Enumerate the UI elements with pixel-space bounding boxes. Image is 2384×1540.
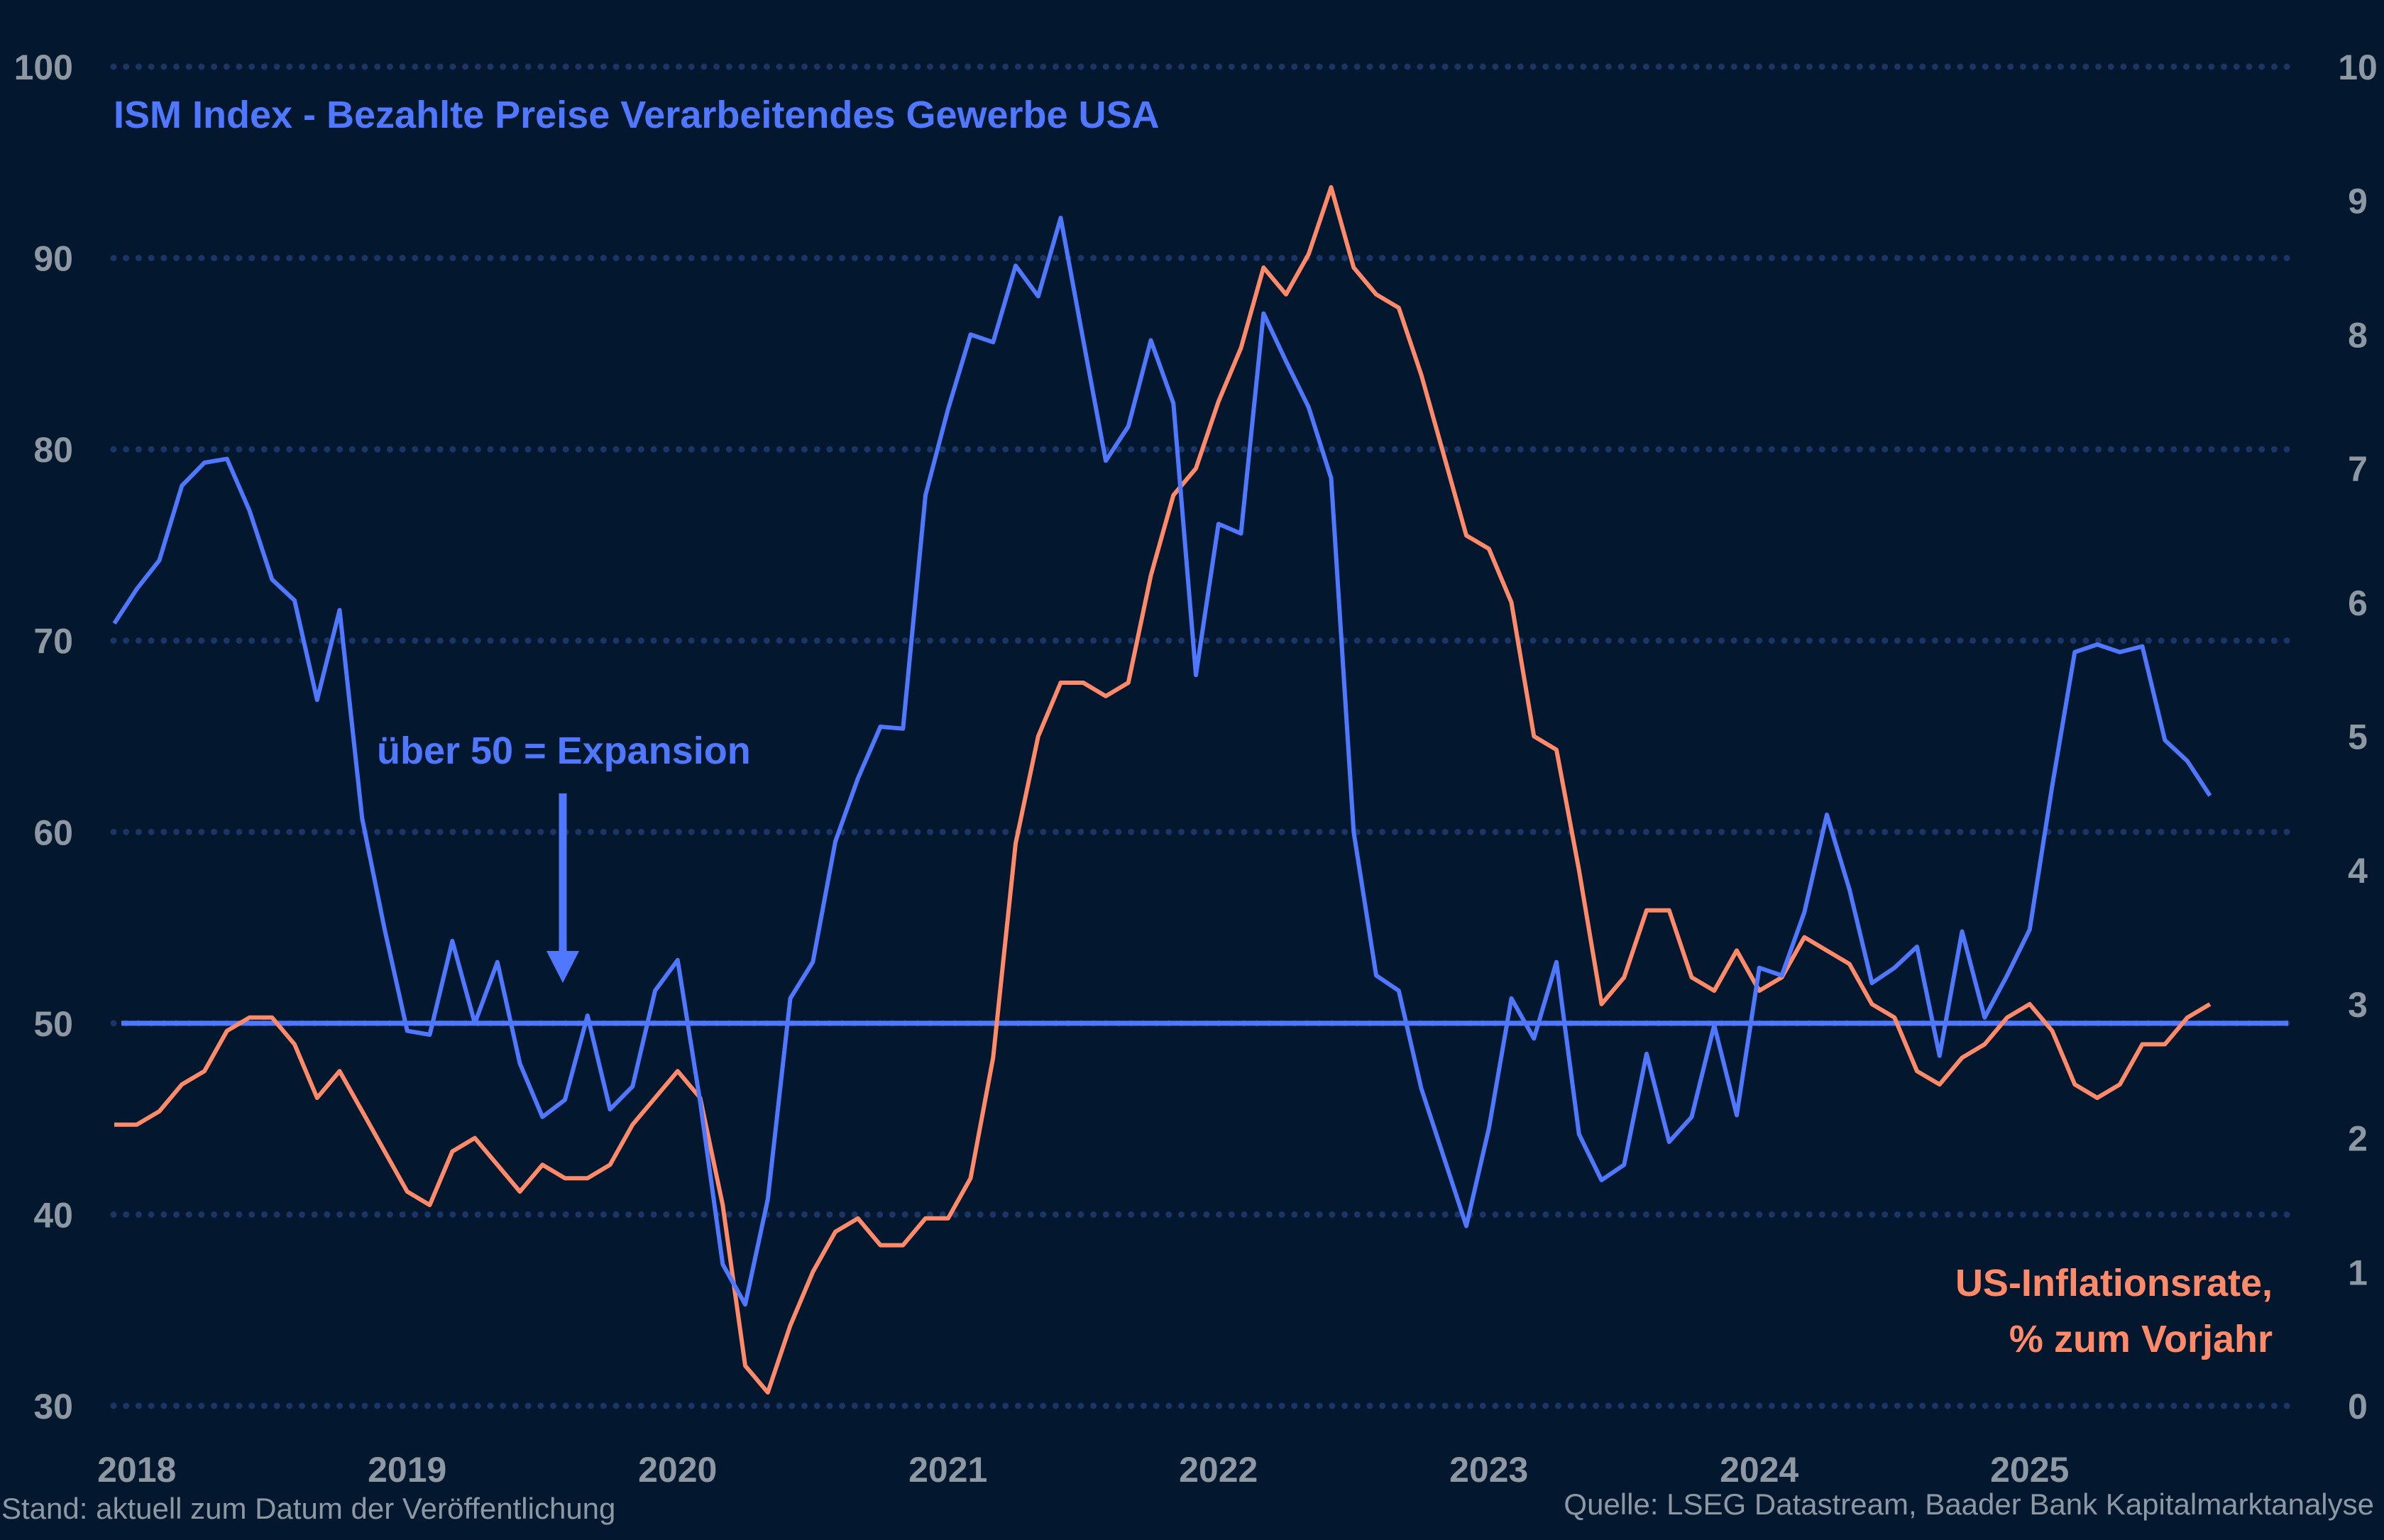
right-tick-label: 10 — [2338, 48, 2378, 87]
series-line-cpi — [114, 185, 2212, 1395]
left-tick-label: 70 — [33, 622, 73, 661]
right-tick-label: 2 — [2348, 1119, 2368, 1159]
right-tick-label: 1 — [2348, 1253, 2368, 1292]
x-tick-label: 2019 — [368, 1450, 446, 1490]
cpi-label-line2: % zum Vorjahr — [2009, 1318, 2273, 1360]
right-tick-label: 5 — [2348, 717, 2368, 757]
left-tick-label: 40 — [33, 1195, 73, 1235]
right-tick-label: 6 — [2348, 583, 2368, 623]
left-tick-label: 30 — [33, 1387, 73, 1426]
cpi-label-line1: US-Inflationsrate, — [1955, 1262, 2273, 1304]
left-tick-label: 90 — [33, 239, 73, 279]
chart-title: ISM Index - Bezahlte Preise Verarbeitend… — [114, 94, 1160, 136]
right-tick-label: 0 — [2348, 1387, 2368, 1426]
x-tick-label: 2018 — [97, 1450, 176, 1490]
x-tick-label: 2023 — [1449, 1450, 1528, 1490]
x-tick-label: 2021 — [908, 1450, 987, 1490]
right-tick-label: 8 — [2348, 315, 2368, 355]
right-tick-label: 7 — [2348, 449, 2368, 489]
x-tick-label: 2022 — [1179, 1450, 1258, 1490]
x-tick-label: 2020 — [638, 1450, 717, 1490]
left-axis-ticks: 30 40 50 60 70 80 90 100 — [14, 48, 73, 1426]
left-tick-label: 80 — [33, 430, 73, 470]
x-tick-label: 2024 — [1720, 1450, 1798, 1490]
x-tick-label: 2025 — [1990, 1450, 2069, 1490]
right-tick-label: 3 — [2348, 985, 2368, 1025]
right-axis-ticks: 0 1 2 3 4 5 6 7 8 9 10 — [2338, 48, 2378, 1426]
annotation-expansion: über 50 = Expansion — [377, 730, 751, 772]
series-line-ism — [112, 216, 2212, 1307]
x-axis-ticks: 2018 2019 2020 2021 2022 2023 2024 2025 — [97, 1450, 2069, 1490]
footer-left: Stand: aktuell zum Datum der Veröffentli… — [1, 1492, 615, 1525]
right-tick-label: 4 — [2348, 851, 2368, 891]
arrow-down-icon — [546, 793, 579, 983]
right-tick-label: 9 — [2348, 182, 2368, 221]
left-tick-label: 100 — [14, 48, 73, 87]
left-tick-label: 60 — [33, 813, 73, 852]
left-tick-label: 50 — [33, 1004, 73, 1044]
footer-right: Quelle: LSEG Datastream, Baader Bank Kap… — [1564, 1487, 2374, 1521]
